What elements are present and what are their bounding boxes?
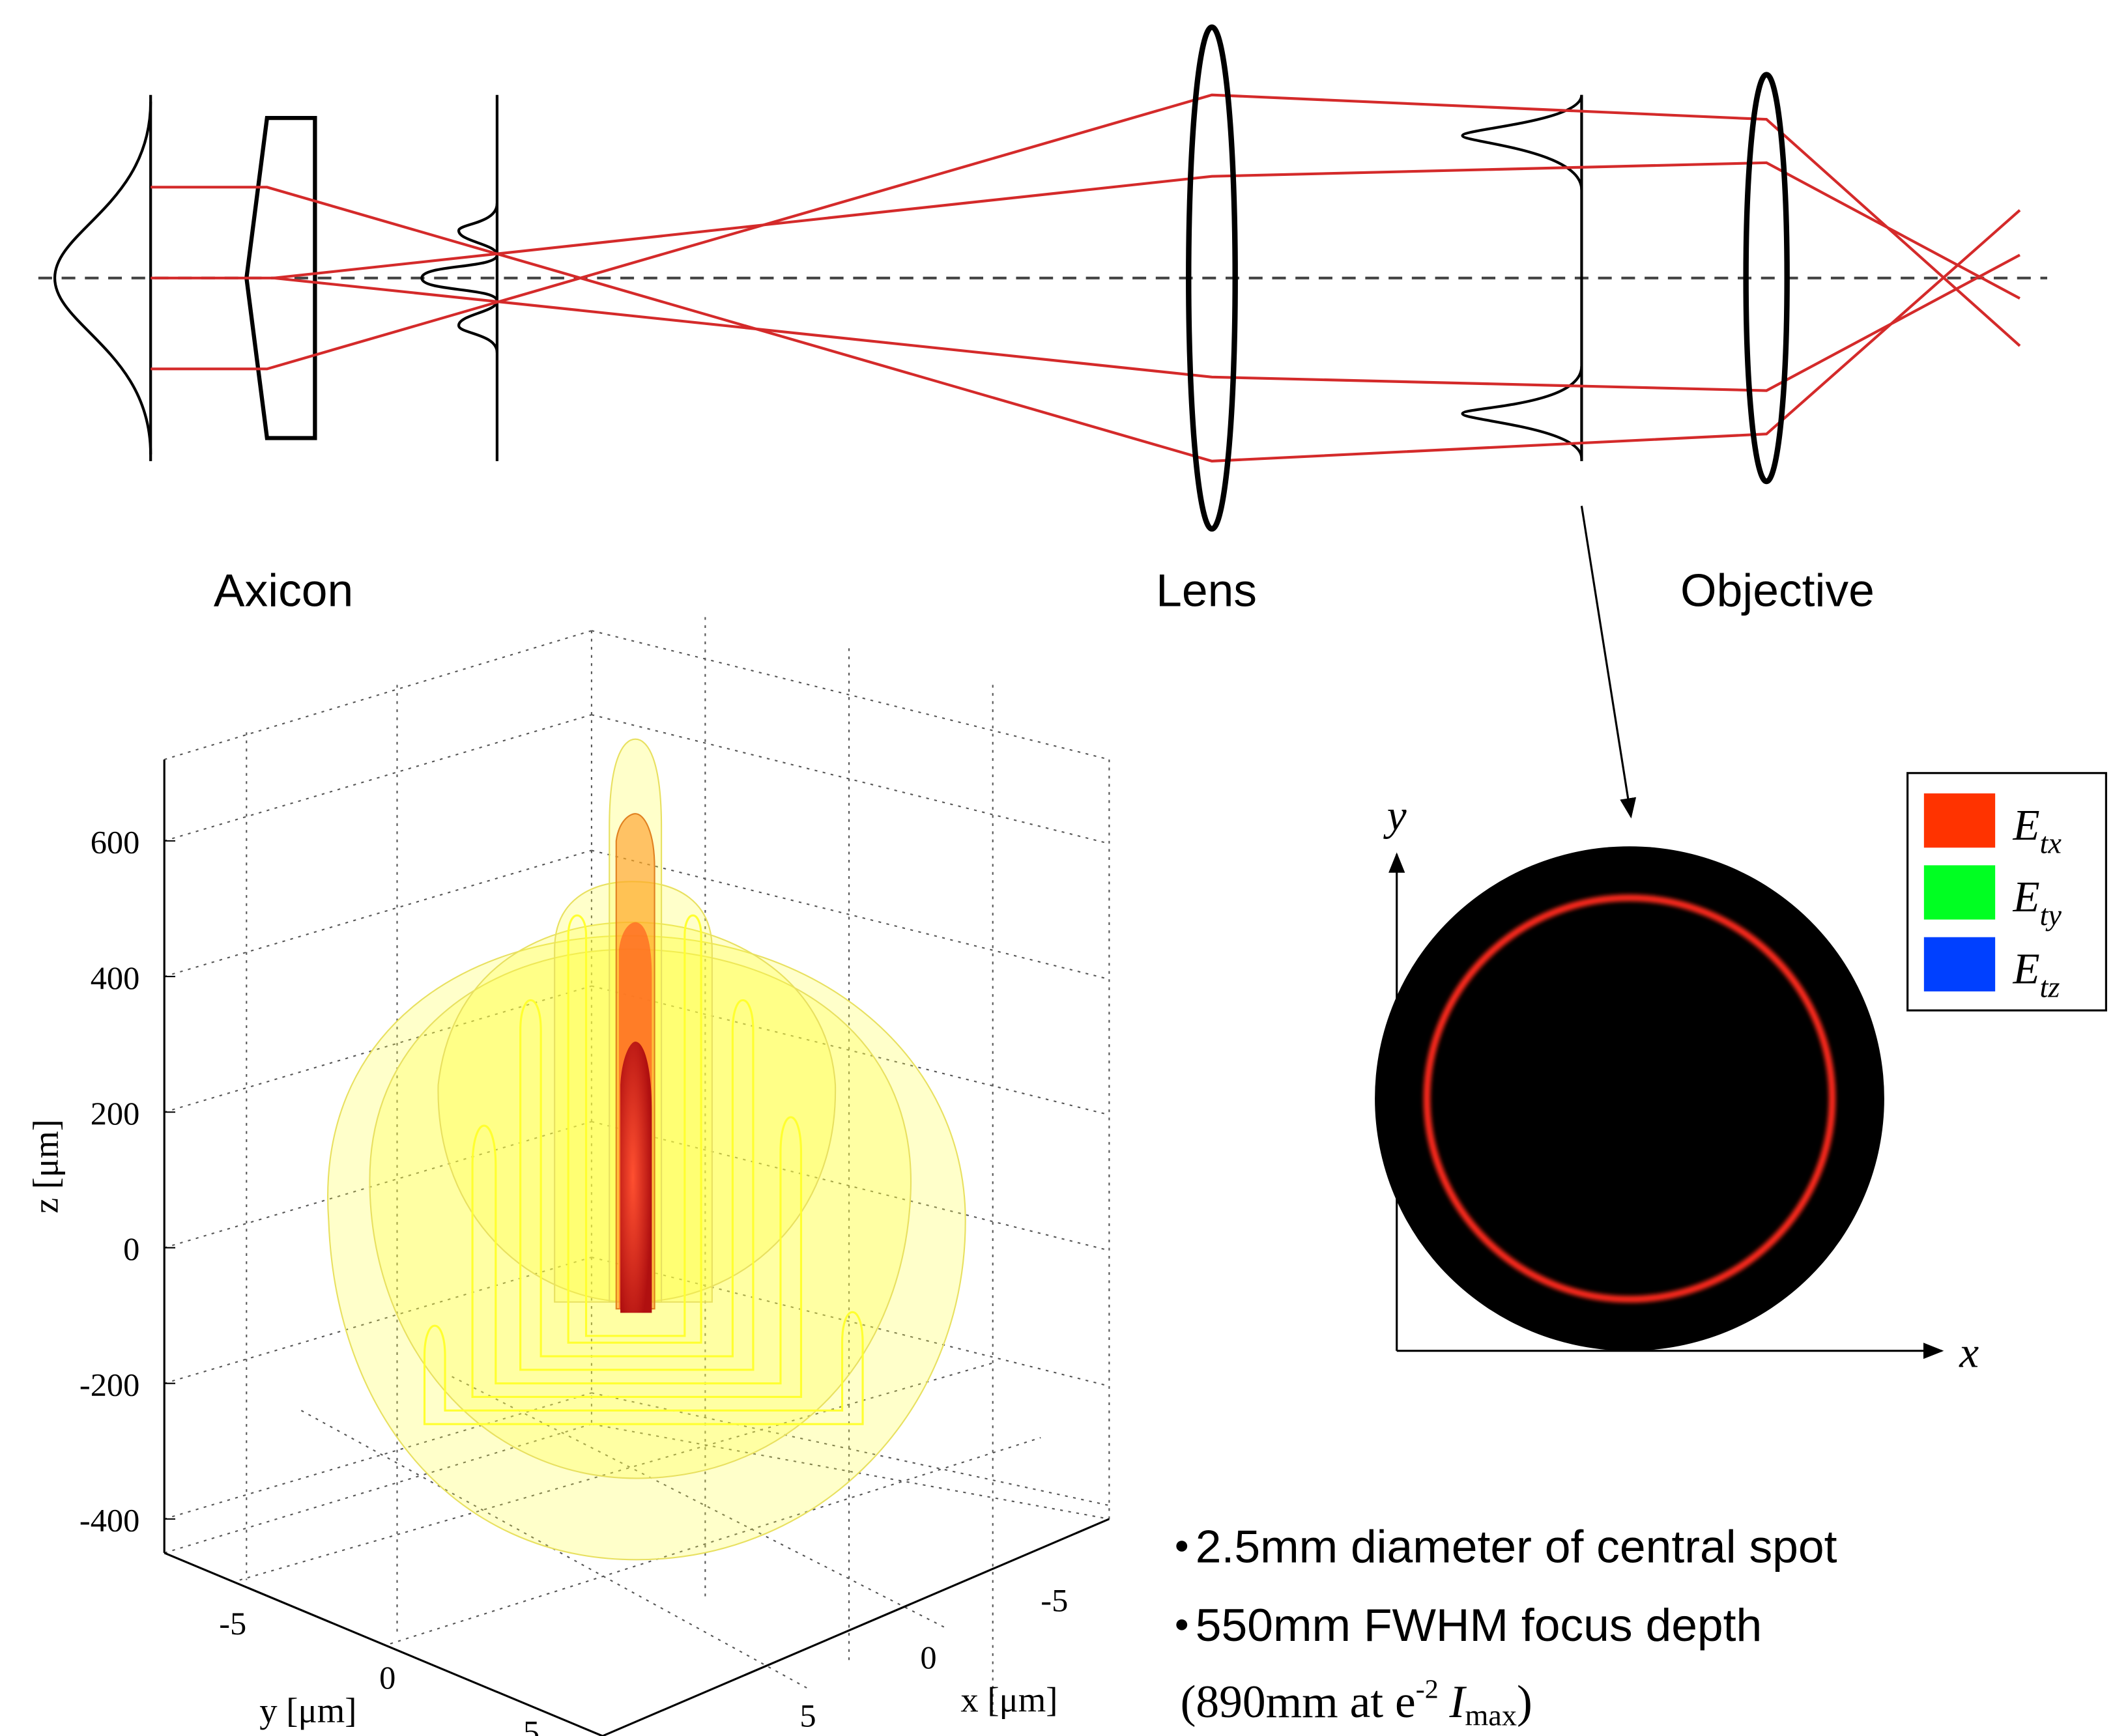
axis-label: x [μm]	[960, 1681, 1057, 1720]
ray	[274, 255, 2020, 390]
ray	[151, 187, 2020, 461]
tick-label: 5	[523, 1714, 539, 1736]
y-axis	[164, 1553, 603, 1736]
tick-label: 200	[91, 1095, 140, 1131]
axis-label: z [μm]	[26, 1119, 65, 1214]
tick-label: -5	[1041, 1582, 1068, 1619]
tick-label: 5	[799, 1698, 816, 1734]
page: Axicon Lens Objective y x EtxEtyEtz	[0, 0, 2128, 1736]
surfaces	[328, 739, 966, 1560]
tick-label: -200	[79, 1367, 139, 1403]
subscript: max	[1465, 1699, 1517, 1732]
optical-setup: Axicon Lens Objective	[38, 27, 2047, 817]
axis-label: y	[1383, 791, 1407, 840]
beam-disk	[1375, 846, 1884, 1351]
axis-label: y [μm]	[259, 1691, 356, 1730]
bullet-text: 550mm FWHM focus depth	[1196, 1601, 1762, 1652]
subscript: ty	[2040, 898, 2062, 932]
tick-label: 600	[91, 824, 140, 861]
superscript: -2	[1416, 1675, 1439, 1705]
figure: Axicon Lens Objective y x EtxEtyEtz	[0, 0, 2128, 1736]
tick-label: 0	[920, 1639, 936, 1675]
legend-swatch	[1924, 865, 1995, 919]
bullet	[1176, 1619, 1187, 1630]
subscript: tz	[2040, 970, 2060, 1003]
ray	[151, 95, 2020, 369]
pointer-arrow	[1581, 506, 1631, 817]
legend-swatch	[1924, 937, 1995, 991]
symbol: E	[2012, 945, 2039, 993]
bullet	[1176, 1541, 1187, 1552]
tick-label: 0	[123, 1231, 139, 1267]
notes: 2.5mm diameter of central spot 550mm FWH…	[1176, 1522, 1837, 1732]
tick-label: -5	[219, 1605, 246, 1642]
subscript: tx	[2040, 827, 2062, 860]
symbol: E	[2012, 801, 2039, 849]
symbol: E	[2012, 873, 2039, 921]
tick-label: 400	[91, 960, 140, 996]
tick-label: -400	[79, 1502, 139, 1539]
bullet-text: 2.5mm diameter of central spot	[1196, 1522, 1837, 1573]
label: Axicon	[214, 565, 353, 617]
label: Lens	[1156, 565, 1257, 617]
legend-swatch	[1924, 793, 1995, 847]
text-part: (890mm at e	[1181, 1677, 1416, 1728]
label: Objective	[1680, 565, 1875, 617]
tick-label: 0	[379, 1659, 395, 1696]
axis-label: x	[1959, 1329, 1979, 1377]
z-ticks: 600 400 200 0 -200 -400	[79, 824, 175, 1539]
text-part: )	[1517, 1677, 1532, 1728]
